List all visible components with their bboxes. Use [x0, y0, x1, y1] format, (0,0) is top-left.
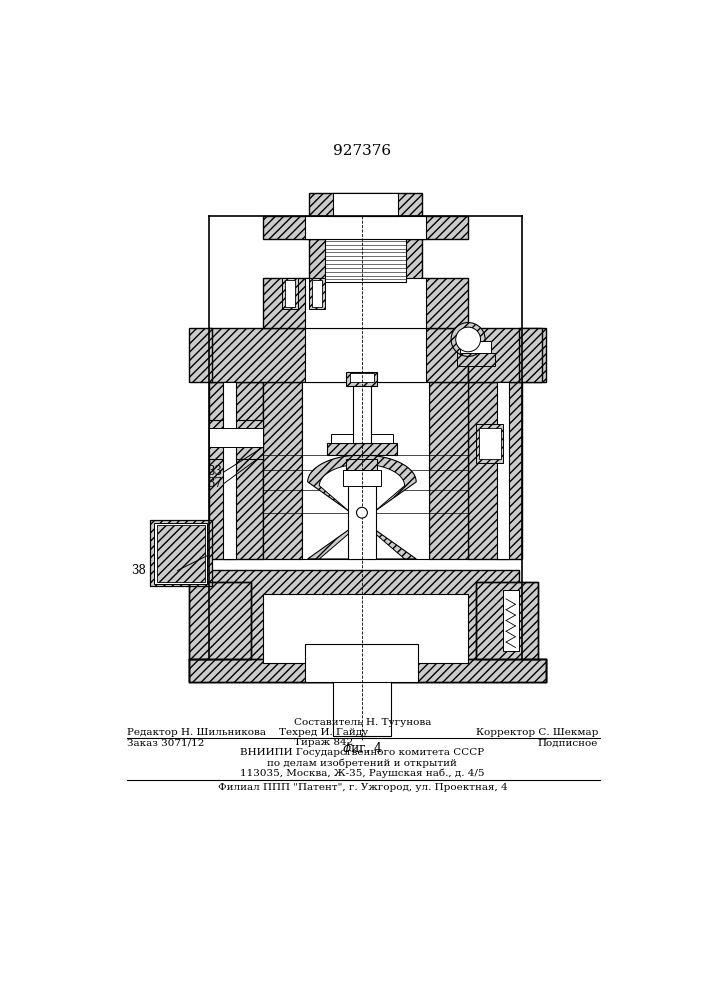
Text: 927376: 927376	[333, 144, 391, 158]
Text: Техред И. Гайду: Техред И. Гайду	[279, 728, 368, 737]
Bar	[301, 382, 429, 559]
Text: Подписное: Подписное	[537, 738, 598, 747]
Bar	[476, 582, 538, 659]
Polygon shape	[308, 455, 416, 559]
Text: Филиал ППП "Патент", г. Ужгород, ул. Проектная, 4: Филиал ППП "Патент", г. Ужгород, ул. Про…	[218, 783, 507, 792]
Bar	[209, 428, 263, 447]
Bar	[503, 590, 518, 651]
Text: Заказ 3071/12: Заказ 3071/12	[127, 738, 204, 747]
Bar	[263, 216, 468, 239]
Bar	[209, 570, 518, 663]
Bar	[346, 459, 378, 470]
Bar	[476, 582, 538, 659]
Bar	[325, 235, 406, 282]
Bar	[331, 434, 393, 443]
Bar	[349, 373, 374, 382]
Bar	[209, 328, 468, 382]
Bar	[189, 659, 546, 682]
Bar	[309, 278, 325, 309]
Bar	[312, 280, 322, 307]
Bar	[468, 382, 522, 559]
Bar	[189, 582, 251, 659]
Bar	[429, 382, 468, 559]
Bar	[518, 328, 542, 382]
Bar	[332, 671, 391, 736]
Bar	[468, 328, 546, 382]
Ellipse shape	[456, 327, 481, 352]
Bar	[343, 470, 381, 486]
Bar	[309, 193, 421, 216]
Bar	[154, 523, 207, 584]
Bar	[460, 341, 491, 353]
Bar	[348, 482, 376, 559]
Bar	[223, 382, 235, 559]
Bar	[189, 328, 212, 382]
Bar	[263, 594, 468, 663]
Bar	[346, 372, 378, 386]
Bar	[189, 659, 546, 682]
Bar	[332, 193, 398, 216]
Text: 38: 38	[131, 564, 146, 577]
Bar	[263, 278, 468, 328]
Bar	[285, 280, 295, 307]
Ellipse shape	[451, 323, 485, 356]
Text: 33: 33	[208, 465, 223, 478]
Text: Составитель Н. Тугунова: Составитель Н. Тугунова	[293, 718, 431, 727]
Text: 37: 37	[208, 477, 223, 490]
Text: Редактор Н. Шильникова: Редактор Н. Шильникова	[127, 728, 266, 737]
Bar	[305, 644, 418, 682]
Text: ВНИИПИ Государственного комитета СССР: ВНИИПИ Государственного комитета СССР	[240, 748, 484, 757]
Bar	[156, 525, 204, 582]
Text: по делам изобретений и открытий: по делам изобретений и открытий	[267, 758, 457, 768]
Bar	[327, 443, 397, 455]
Bar	[151, 520, 212, 586]
Text: Корректор С. Шекмар: Корректор С. Шекмар	[476, 728, 598, 737]
Bar	[305, 328, 426, 382]
Bar	[457, 353, 495, 366]
Bar	[209, 382, 263, 559]
Text: $\phi$иг. 4: $\phi$иг. 4	[341, 740, 382, 757]
Ellipse shape	[356, 507, 368, 518]
Bar	[309, 235, 421, 282]
Bar	[263, 382, 301, 559]
Text: Тираж 842: Тираж 842	[294, 738, 354, 747]
Bar	[282, 278, 298, 309]
Bar	[497, 382, 509, 559]
Bar	[189, 659, 546, 682]
Bar	[305, 216, 426, 239]
Bar	[353, 382, 371, 443]
Bar	[479, 428, 501, 459]
Bar	[209, 420, 263, 459]
Text: 113035, Москва, Ж-35, Раушская наб., д. 4/5: 113035, Москва, Ж-35, Раушская наб., д. …	[240, 768, 484, 778]
Bar	[476, 424, 503, 463]
Bar	[189, 582, 251, 659]
Bar	[305, 278, 426, 328]
Polygon shape	[320, 464, 404, 559]
